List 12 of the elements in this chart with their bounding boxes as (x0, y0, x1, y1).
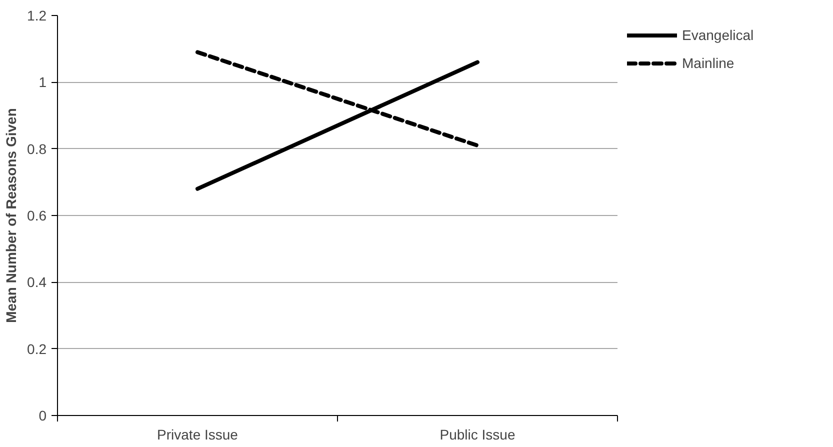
y-tick-label: 1.2 (27, 8, 47, 24)
y-axis-title: Mean Number of Reasons Given (3, 108, 20, 323)
legend-label: Evangelical (682, 27, 754, 43)
y-tick-label: 0.4 (27, 274, 47, 290)
y-tick-label: 0.8 (27, 140, 47, 157)
y-tick-label: 1 (38, 74, 47, 90)
y-tick-label: 0.2 (27, 340, 47, 357)
y-tick-label: 0.6 (27, 208, 47, 224)
x-tick-label: Private Issue (157, 426, 238, 442)
y-tick-label: 0 (38, 408, 47, 424)
legend-label: Mainline (682, 55, 734, 71)
x-tick-label: Public Issue (440, 426, 516, 442)
